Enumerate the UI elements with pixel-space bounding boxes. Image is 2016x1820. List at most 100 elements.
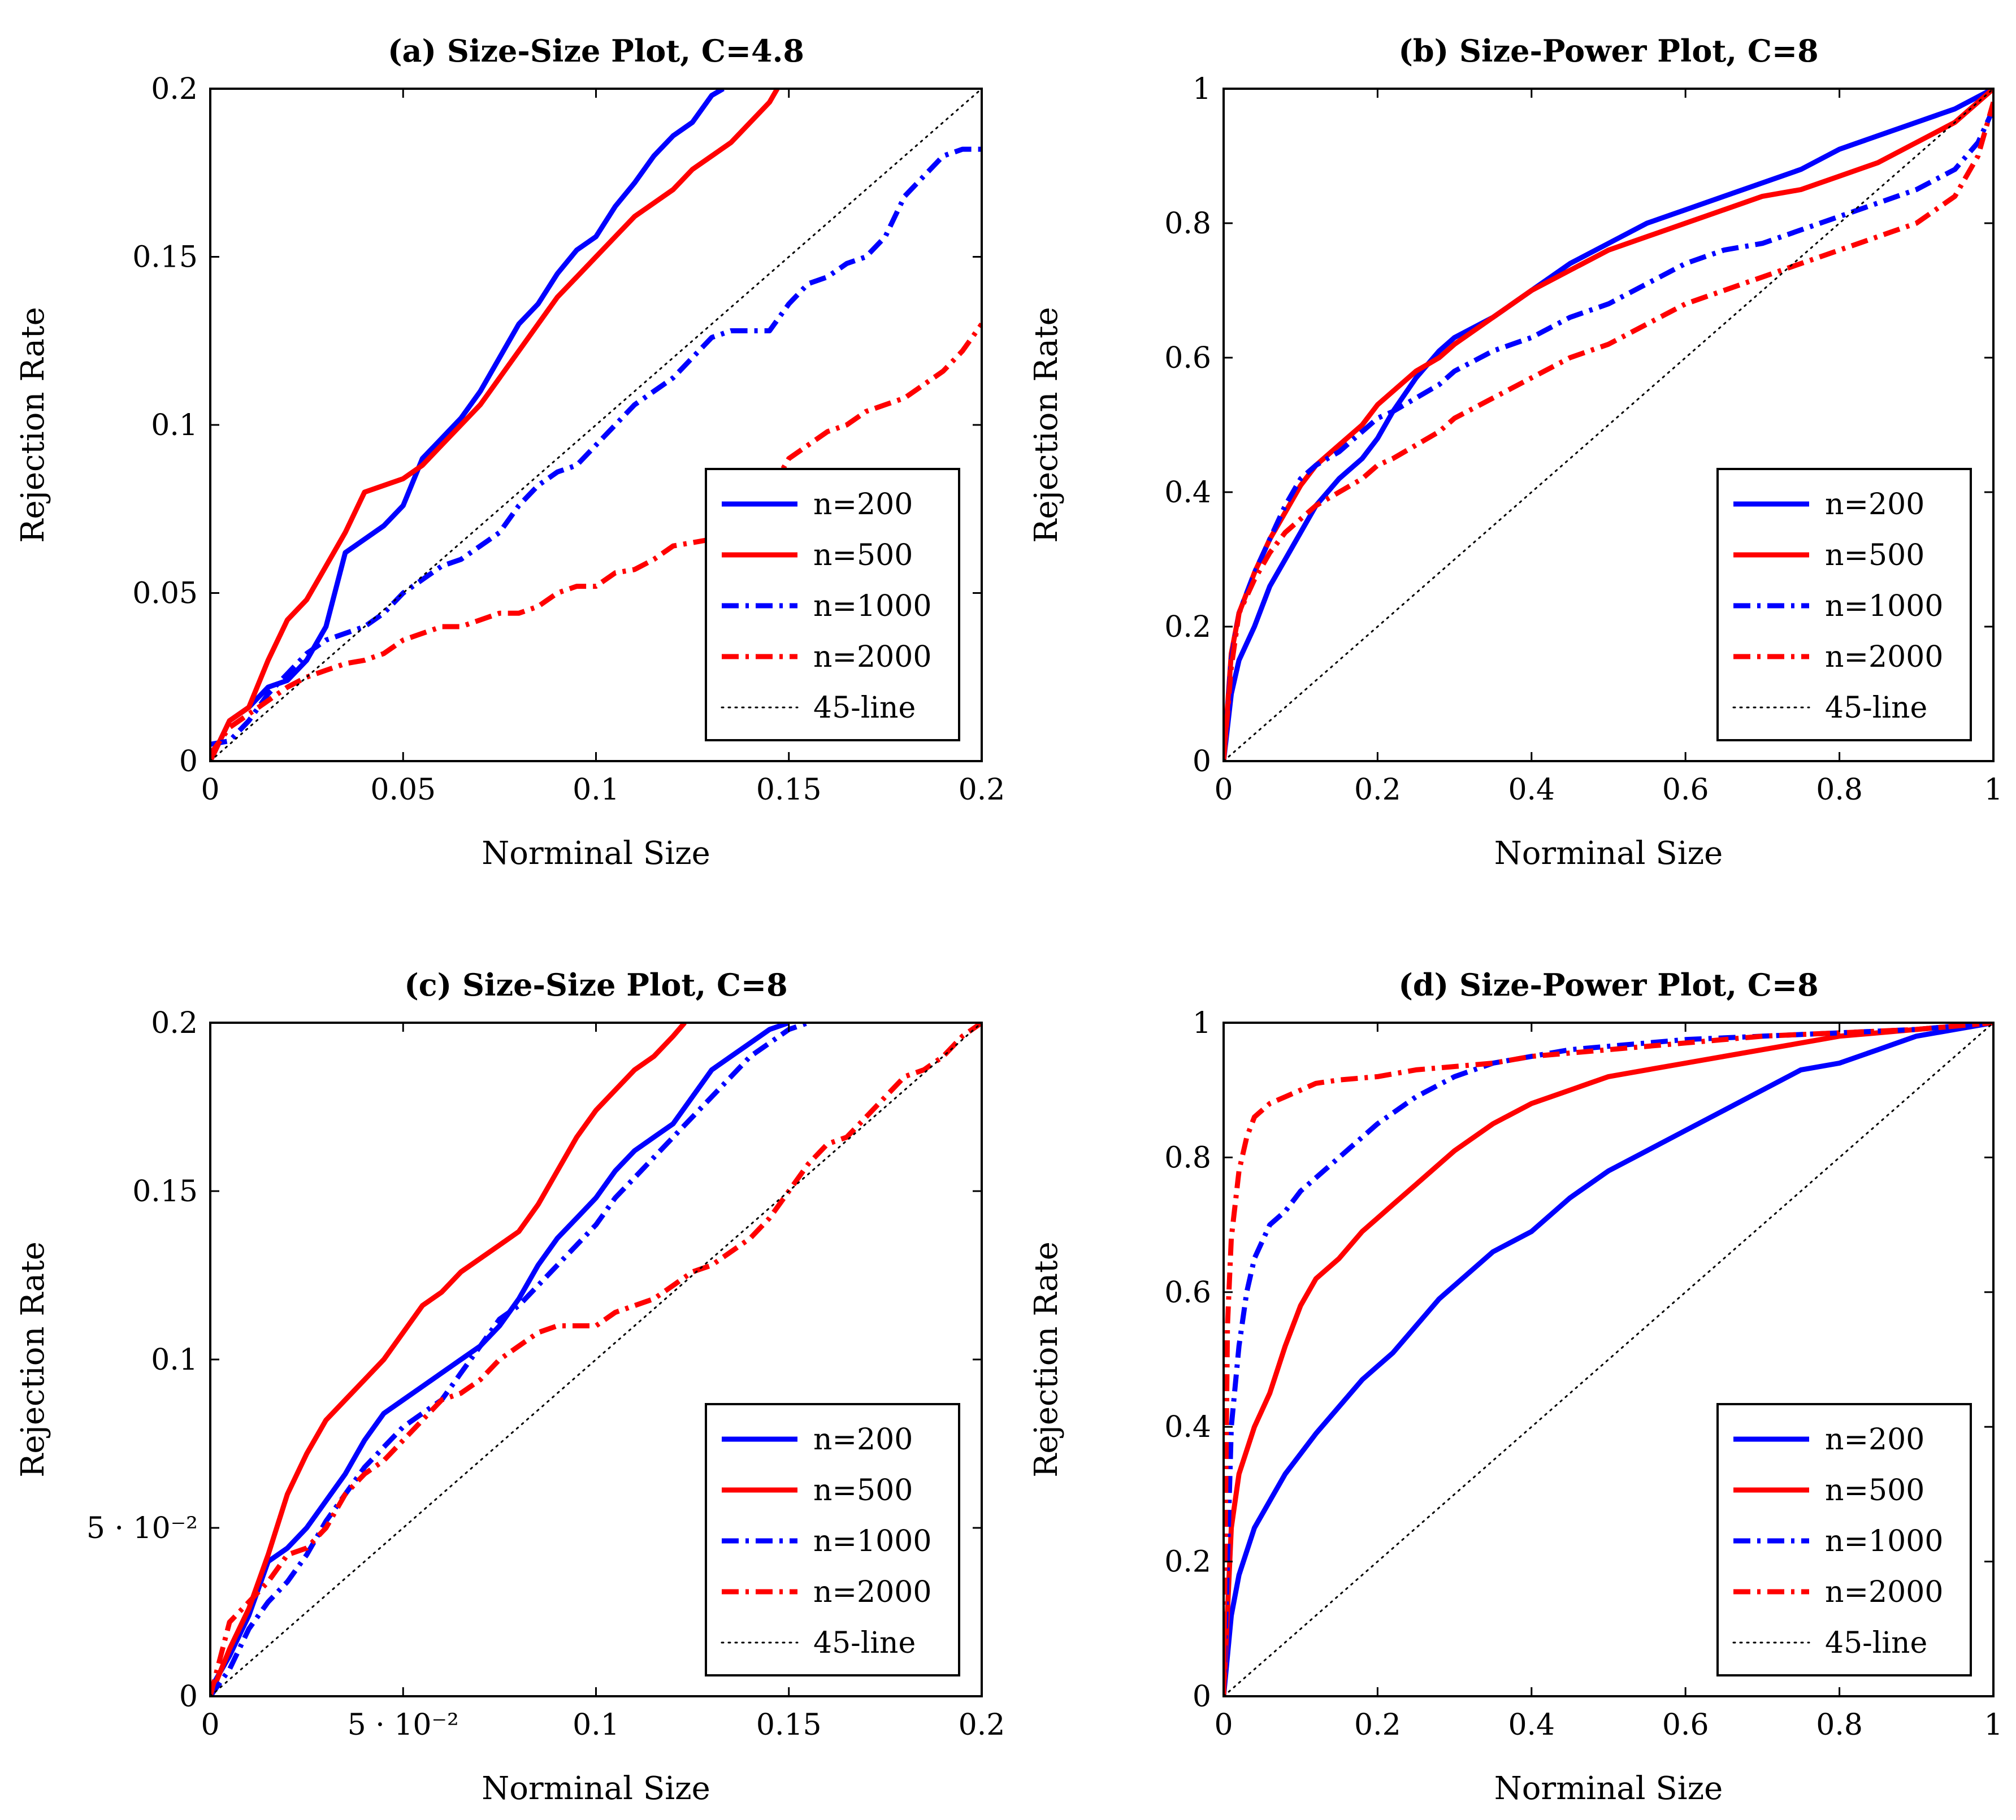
x-tick-label: 0 [1214,1708,1233,1742]
series-line-45-line [210,1023,982,1696]
legend-entry: n=2000 [1825,1575,1943,1609]
legend-entry: 45-line [1825,691,1927,725]
series-line-n-2000 [210,322,982,756]
legend-entry: 45-line [813,691,916,725]
y-tick-label: 0.2 [1164,1545,1211,1579]
y-tick-label: 0.6 [1164,341,1211,375]
series-line-n-500 [210,1023,687,1696]
legend: n=200 n=500 n=1000 n=2000 45-line [705,468,960,741]
panel-d: (d) Size-Power Plot, C=8 0 0.2 0.4 0.6 0.8 1 0 0… [1028,967,2003,1807]
y-tick-label: 0 [1193,1680,1211,1714]
x-tick-label: 0.1 [573,773,619,807]
y-axis-label: Rejection Rate [1028,307,1065,543]
y-tick-label: 0 [179,745,198,779]
legend-entry: n=200 [1825,1423,1924,1457]
x-tick-label: 0.1 [573,1708,619,1742]
series-line-n-500 [1224,1023,1993,1696]
series-line-n-500 [210,89,780,761]
legend-entry: n=200 [1825,488,1924,522]
panel-title: (d) Size-Power Plot, C=8 [1398,967,1818,1003]
x-tick-label: 0.6 [1662,773,1709,807]
panel-c: (c) Size-Size Plot, C=8 0 5 · 10⁻² 0.1 0.15 0… [15,967,1005,1807]
panel-title: (b) Size-Power Plot, C=8 [1398,33,1818,69]
y-tick-label: 0.8 [1164,1141,1211,1175]
y-tick-label: 0.6 [1164,1276,1211,1310]
y-tick-label: 5 · 10⁻² [86,1511,198,1545]
x-tick-label: 0.8 [1816,773,1863,807]
y-axis-label: Rejection Rate [15,1241,51,1478]
x-tick-label: 0.6 [1662,1708,1709,1742]
legend-entry: n=200 [813,1423,913,1457]
legend-entry: n=1000 [813,589,931,623]
x-tick-label: 0.05 [370,773,436,807]
series-group [1224,1023,1993,1696]
legend-entry: n=2000 [813,1575,931,1609]
y-axis-label: Rejection Rate [1028,1241,1065,1478]
y-tick-label: 0.1 [151,409,198,442]
series-line-45-line [210,89,982,761]
x-tick-label: 1 [1984,1708,2002,1742]
x-axis-label: Norminal Size [482,835,710,872]
series-line-45-line [1224,1023,1993,1696]
series-line-n-200 [210,89,725,761]
legend-entry: n=500 [1825,1474,1924,1508]
x-tick-label: 0.2 [1354,1708,1401,1742]
legend: n=200 n=500 n=1000 n=2000 45-line [1716,1403,1972,1676]
y-tick-label: 0.05 [132,577,198,611]
series-line-n-200 [1224,89,1993,761]
y-tick-label: 0 [179,1680,198,1714]
y-tick-label: 0.15 [132,1175,198,1209]
legend-entry: 45-line [1825,1626,1927,1660]
x-tick-label: 0.15 [756,773,822,807]
legend-entry: n=200 [813,488,913,522]
y-tick-label: 0.2 [151,1006,198,1040]
series-group [210,89,982,761]
x-tick-label: 5 · 10⁻² [348,1708,459,1742]
series-line-n-1000 [1224,1023,1993,1696]
series-line-n-2000 [1224,101,1993,761]
y-tick-label: 0.15 [132,241,198,275]
legend-entry: n=2000 [1825,640,1943,674]
x-axis-label: Norminal Size [1494,835,1723,872]
x-tick-label: 0.8 [1816,1708,1863,1742]
y-axis-label: Rejection Rate [15,307,51,543]
y-tick-label: 0.1 [151,1343,198,1377]
y-tick-label: 0.8 [1164,207,1211,241]
y-tick-label: 1 [1193,1006,1211,1040]
legend-entry: n=1000 [1825,1524,1943,1558]
series-group [210,1023,982,1696]
series-line-n-2000 [210,1023,982,1696]
x-tick-label: 0.4 [1508,773,1555,807]
legend-entry: n=1000 [813,1524,931,1558]
legend-entry: n=1000 [1825,589,1943,623]
series-line-n-1000 [210,146,982,747]
series-line-45-line [1224,89,1993,761]
series-line-n-200 [210,1023,790,1691]
legend-entry: n=500 [813,1474,913,1508]
legend-entry: n=500 [1825,538,1924,572]
legend-entry: 45-line [813,1626,916,1660]
x-tick-label: 0.2 [959,773,1005,807]
legend: n=200 n=500 n=1000 n=2000 45-line [1716,468,1972,741]
plot-frame [1222,1022,1995,1697]
x-tick-label: 0 [201,1708,219,1742]
x-axis-label: Norminal Size [1494,1770,1723,1807]
y-tick-label: 0.2 [151,72,198,106]
series-line-n-2000 [1224,1023,1993,1696]
legend: n=200 n=500 n=1000 n=2000 45-line [705,1403,960,1676]
y-tick-label: 0.2 [1164,610,1211,644]
x-tick-label: 0.2 [959,1708,1005,1742]
legend-entry: n=2000 [813,640,931,674]
y-tick-label: 0 [1193,745,1211,779]
panel-a: (a) Size-Size Plot, C=4.8 0 0.05 0.1 0.15 0.2… [15,33,1005,872]
x-tick-label: 1 [1984,773,2002,807]
x-tick-label: 0 [201,773,219,807]
series-group [1224,89,1993,761]
y-tick-label: 1 [1193,72,1211,106]
series-line-n-1000 [210,1023,809,1696]
panel-title: (a) Size-Size Plot, C=4.8 [388,33,804,69]
plot-frame [1222,88,1995,762]
panel-b: (b) Size-Power Plot, C=8 0 0.2 0.4 0.6 0.8 1 0 0… [1028,33,2003,872]
x-tick-label: 0.15 [756,1708,822,1742]
